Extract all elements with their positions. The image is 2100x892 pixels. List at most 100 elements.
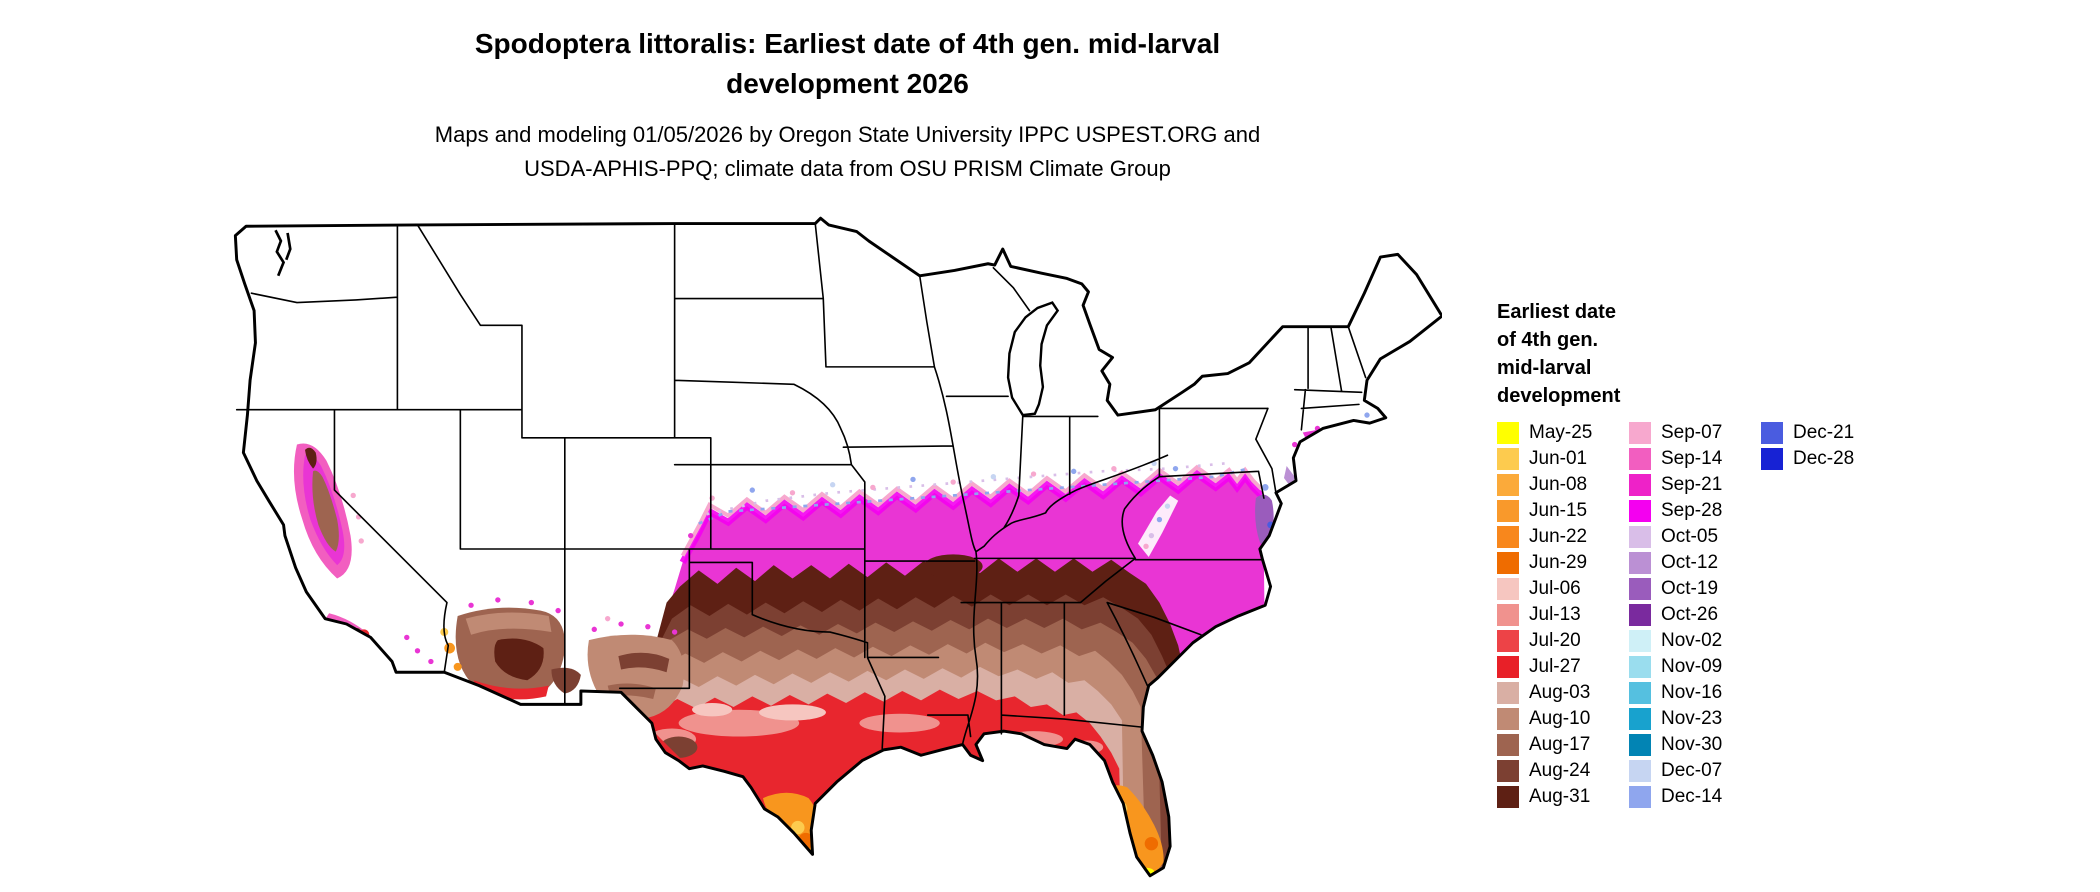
legend-swatch — [1497, 526, 1519, 548]
legend-item: Jun-08 — [1497, 472, 1629, 498]
us-map — [230, 214, 1442, 880]
page-title-line2: development 2026 — [726, 68, 969, 99]
legend-item: Nov-02 — [1629, 628, 1761, 654]
legend-label: Nov-02 — [1661, 630, 1723, 651]
legend-item: Jul-20 — [1497, 628, 1629, 654]
legend-item: Jul-06 — [1497, 576, 1629, 602]
legend-label: Sep-28 — [1661, 500, 1723, 521]
legend-label: May-25 — [1529, 422, 1593, 443]
legend-title: Earliest date of 4th gen. mid-larval dev… — [1497, 298, 1893, 410]
legend-swatch — [1497, 474, 1519, 496]
legend-label: Oct-12 — [1661, 552, 1719, 573]
legend-label: Jul-27 — [1529, 656, 1581, 677]
legend-swatch — [1497, 578, 1519, 600]
legend-label: Nov-09 — [1661, 656, 1723, 677]
lake-michigan — [1006, 301, 1060, 417]
legend-label: Oct-05 — [1661, 526, 1719, 547]
puget-sound — [274, 229, 292, 277]
legend-label: Jun-22 — [1529, 526, 1588, 547]
legend-item: Aug-31 — [1497, 784, 1629, 810]
legend-swatch — [1629, 604, 1651, 626]
legend-column: Sep-07 Sep-14 Sep-21 Sep-28 Oct-05 Oct-12 Oct-… — [1629, 420, 1761, 810]
legend-label: Oct-26 — [1661, 604, 1719, 625]
legend-swatch — [1629, 786, 1651, 808]
page-subtitle-line2: USDA-APHIS-PPQ; climate data from OSU PR… — [524, 156, 1171, 181]
legend-item: Nov-30 — [1629, 732, 1761, 758]
legend-item: Dec-28 — [1761, 446, 1893, 472]
legend-label: Dec-07 — [1661, 760, 1723, 781]
legend-item: Aug-17 — [1497, 732, 1629, 758]
legend-label: Jun-15 — [1529, 500, 1588, 521]
legend-swatch — [1629, 500, 1651, 522]
legend-label: Jun-08 — [1529, 474, 1588, 495]
legend-item: Aug-03 — [1497, 680, 1629, 706]
legend-swatch — [1761, 422, 1783, 444]
legend-swatch — [1629, 682, 1651, 704]
legend-label: Sep-07 — [1661, 422, 1723, 443]
legend-label: Jul-13 — [1529, 604, 1581, 625]
page-title-line1: Spodoptera littoralis: Earliest date of … — [474, 28, 1221, 59]
page-subtitle: Maps and modeling 01/05/2026 by Oregon S… — [0, 118, 1695, 186]
legend-item: Dec-21 — [1761, 420, 1893, 446]
legend-label: Jun-01 — [1529, 448, 1588, 469]
legend-swatch — [1497, 604, 1519, 626]
legend-column: Dec-21 Dec-28 — [1761, 420, 1893, 810]
legend-swatch — [1629, 708, 1651, 730]
legend-swatch — [1629, 422, 1651, 444]
legend-item: May-25 — [1497, 420, 1629, 446]
legend-swatch — [1497, 630, 1519, 652]
legend-swatch — [1629, 552, 1651, 574]
legend-columns: May-25 Jun-01 Jun-08 Jun-15 Jun-22 Jun-29 Jul-… — [1497, 420, 1893, 810]
legend-item: Sep-07 — [1629, 420, 1761, 446]
legend-swatch — [1497, 448, 1519, 470]
legend-swatch — [1497, 500, 1519, 522]
legend-swatch — [1629, 760, 1651, 782]
legend-label: Nov-23 — [1661, 708, 1723, 729]
legend-label: Nov-30 — [1661, 734, 1723, 755]
legend-item: Dec-07 — [1629, 758, 1761, 784]
legend-item: Nov-16 — [1629, 680, 1761, 706]
legend-swatch — [1497, 656, 1519, 678]
legend-label: Nov-16 — [1661, 682, 1723, 703]
legend-swatch — [1497, 422, 1519, 444]
legend-label: Oct-19 — [1661, 578, 1719, 599]
legend-label: Sep-21 — [1661, 474, 1723, 495]
legend-swatch — [1629, 734, 1651, 756]
legend-item: Dec-14 — [1629, 784, 1761, 810]
legend-swatch — [1497, 682, 1519, 704]
legend-label: Dec-21 — [1793, 422, 1855, 443]
legend-item: Sep-14 — [1629, 446, 1761, 472]
legend-column: May-25 Jun-01 Jun-08 Jun-15 Jun-22 Jun-29 Jul-… — [1497, 420, 1629, 810]
legend-swatch — [1497, 734, 1519, 756]
legend-item: Aug-24 — [1497, 758, 1629, 784]
legend-item: Oct-12 — [1629, 550, 1761, 576]
legend-item: Jul-27 — [1497, 654, 1629, 680]
legend-swatch — [1629, 578, 1651, 600]
legend-item: Aug-10 — [1497, 706, 1629, 732]
legend-title-line4: development — [1497, 385, 1621, 407]
legend-label: Dec-28 — [1793, 448, 1855, 469]
page-title: Spodoptera littoralis: Earliest date of … — [0, 24, 1695, 104]
legend-label: Aug-31 — [1529, 786, 1591, 807]
legend-label: Dec-14 — [1661, 786, 1723, 807]
legend-label: Jul-06 — [1529, 578, 1581, 599]
legend-swatch — [1497, 708, 1519, 730]
legend-item: Sep-21 — [1629, 472, 1761, 498]
legend: Earliest date of 4th gen. mid-larval dev… — [1497, 298, 1893, 810]
state-borders — [235, 222, 1367, 750]
legend-swatch — [1629, 630, 1651, 652]
legend-item: Jun-01 — [1497, 446, 1629, 472]
legend-swatch — [1497, 552, 1519, 574]
legend-item: Oct-19 — [1629, 576, 1761, 602]
legend-item: Oct-05 — [1629, 524, 1761, 550]
legend-item: Sep-28 — [1629, 498, 1761, 524]
legend-swatch — [1497, 760, 1519, 782]
page-subtitle-line1: Maps and modeling 01/05/2026 by Oregon S… — [434, 122, 1261, 147]
us-map-svg — [233, 216, 1442, 878]
legend-label: Jul-20 — [1529, 630, 1581, 651]
legend-item: Jun-22 — [1497, 524, 1629, 550]
legend-item: Nov-09 — [1629, 654, 1761, 680]
legend-item: Nov-23 — [1629, 706, 1761, 732]
legend-item: Oct-26 — [1629, 602, 1761, 628]
